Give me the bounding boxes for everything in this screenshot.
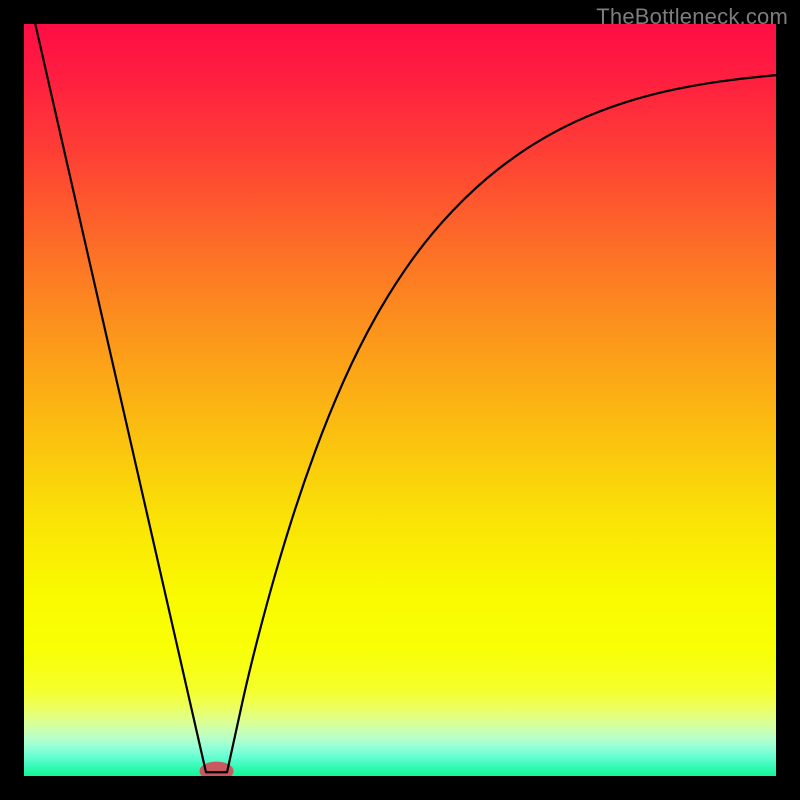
bottleneck-curve-chart <box>0 0 800 800</box>
gradient-background <box>24 24 776 776</box>
watermark-text: TheBottleneck.com <box>596 4 788 30</box>
chart-frame: TheBottleneck.com <box>0 0 800 800</box>
